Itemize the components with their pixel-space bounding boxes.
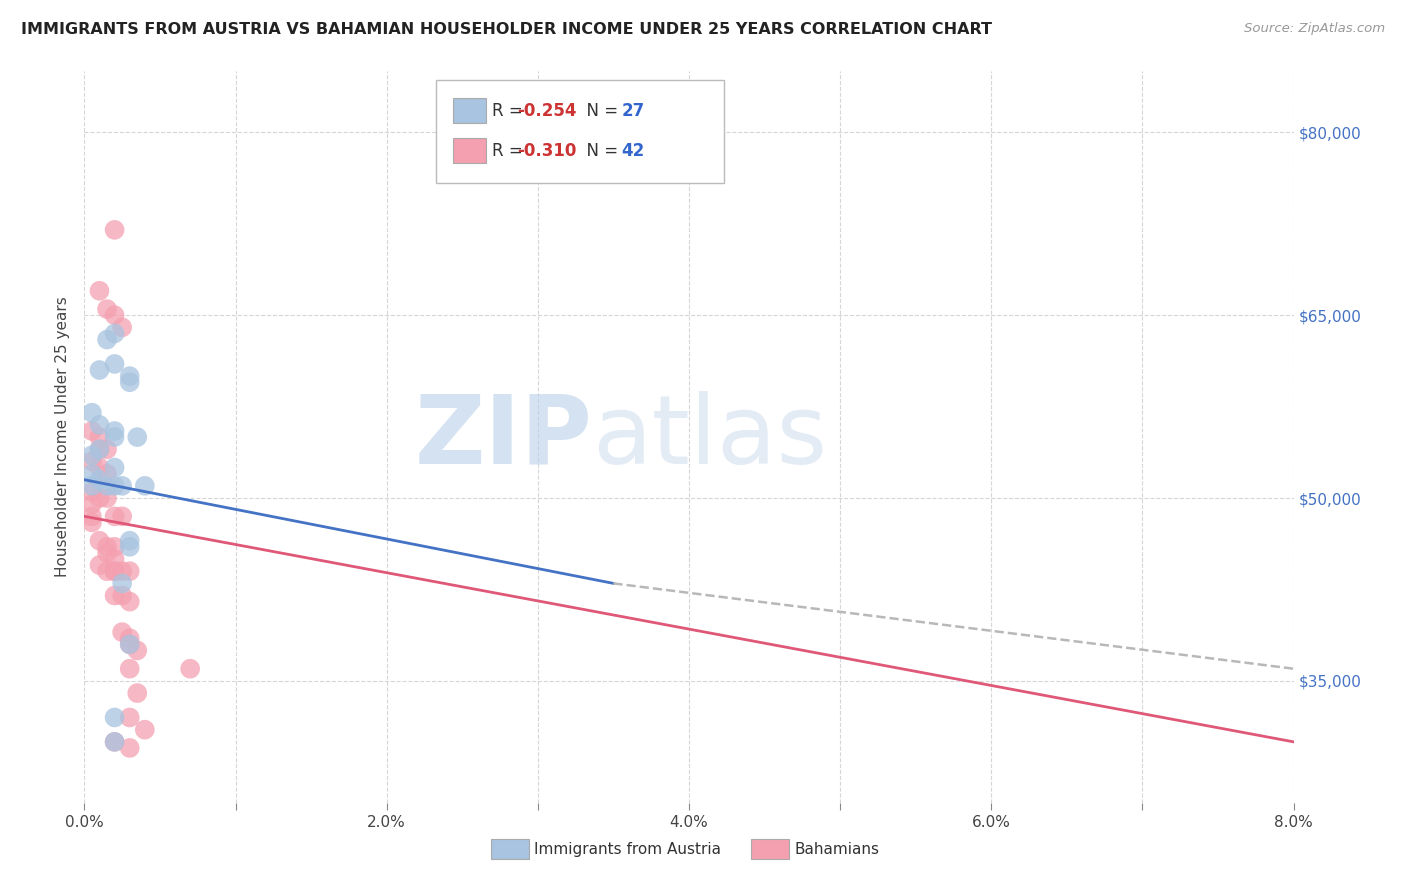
Text: Source: ZipAtlas.com: Source: ZipAtlas.com — [1244, 22, 1385, 36]
Point — [80, 516, 103, 530]
Point — [111, 320, 134, 334]
Point — [104, 509, 127, 524]
Point — [96, 540, 118, 554]
Point — [104, 735, 127, 749]
Point — [80, 479, 103, 493]
Point — [104, 552, 127, 566]
Point — [96, 467, 118, 481]
Point — [96, 564, 118, 578]
Point — [104, 308, 127, 322]
Text: R =: R = — [492, 142, 529, 160]
Point — [111, 509, 134, 524]
Point — [127, 686, 149, 700]
Point — [118, 540, 141, 554]
Point — [104, 460, 127, 475]
Point — [89, 558, 111, 573]
Text: -0.254: -0.254 — [517, 102, 576, 120]
Point — [104, 424, 127, 438]
Point — [89, 430, 111, 444]
Text: 42: 42 — [621, 142, 645, 160]
Point — [118, 375, 141, 389]
Point — [89, 363, 111, 377]
Point — [104, 540, 127, 554]
Point — [80, 454, 103, 468]
Point — [104, 326, 127, 341]
Point — [104, 223, 127, 237]
Y-axis label: Householder Income Under 25 years: Householder Income Under 25 years — [55, 297, 70, 577]
Point — [80, 448, 103, 462]
Text: -0.310: -0.310 — [517, 142, 576, 160]
Text: IMMIGRANTS FROM AUSTRIA VS BAHAMIAN HOUSEHOLDER INCOME UNDER 25 YEARS CORRELATIO: IMMIGRANTS FROM AUSTRIA VS BAHAMIAN HOUS… — [21, 22, 993, 37]
Point — [80, 406, 103, 420]
Point — [104, 479, 127, 493]
Point — [96, 442, 118, 457]
Point — [80, 485, 103, 500]
Text: R =: R = — [492, 102, 529, 120]
Point — [89, 442, 111, 457]
Point — [104, 735, 127, 749]
Point — [111, 576, 134, 591]
Text: N =: N = — [576, 142, 624, 160]
Point — [80, 424, 103, 438]
Point — [118, 710, 141, 724]
Point — [96, 479, 118, 493]
Point — [179, 662, 201, 676]
Point — [118, 740, 141, 755]
Point — [89, 491, 111, 505]
Point — [118, 369, 141, 384]
Point — [80, 467, 103, 481]
Text: atlas: atlas — [592, 391, 827, 483]
Point — [118, 637, 141, 651]
Point — [118, 632, 141, 646]
Point — [118, 564, 141, 578]
Point — [104, 430, 127, 444]
Point — [111, 564, 134, 578]
Point — [96, 491, 118, 505]
Point — [118, 662, 141, 676]
Text: ZIP: ZIP — [415, 391, 592, 483]
Point — [127, 430, 149, 444]
Point — [134, 723, 156, 737]
Text: 27: 27 — [621, 102, 645, 120]
Point — [89, 284, 111, 298]
Point — [127, 643, 149, 657]
Point — [104, 357, 127, 371]
Point — [96, 333, 118, 347]
Point — [104, 564, 127, 578]
Point — [104, 564, 127, 578]
Point — [104, 589, 127, 603]
Point — [96, 546, 118, 560]
Point — [118, 594, 141, 608]
Point — [89, 460, 111, 475]
Text: Bahamians: Bahamians — [794, 842, 879, 856]
Point — [89, 533, 111, 548]
Text: Immigrants from Austria: Immigrants from Austria — [534, 842, 721, 856]
Point — [111, 589, 134, 603]
Point — [111, 479, 134, 493]
Point — [104, 710, 127, 724]
Point — [80, 509, 103, 524]
Text: N =: N = — [576, 102, 624, 120]
Point — [118, 533, 141, 548]
Point — [80, 497, 103, 511]
Point — [111, 625, 134, 640]
Point — [134, 479, 156, 493]
Point — [89, 473, 111, 487]
Point — [89, 417, 111, 432]
Point — [118, 637, 141, 651]
Point — [89, 442, 111, 457]
Point — [96, 301, 118, 317]
